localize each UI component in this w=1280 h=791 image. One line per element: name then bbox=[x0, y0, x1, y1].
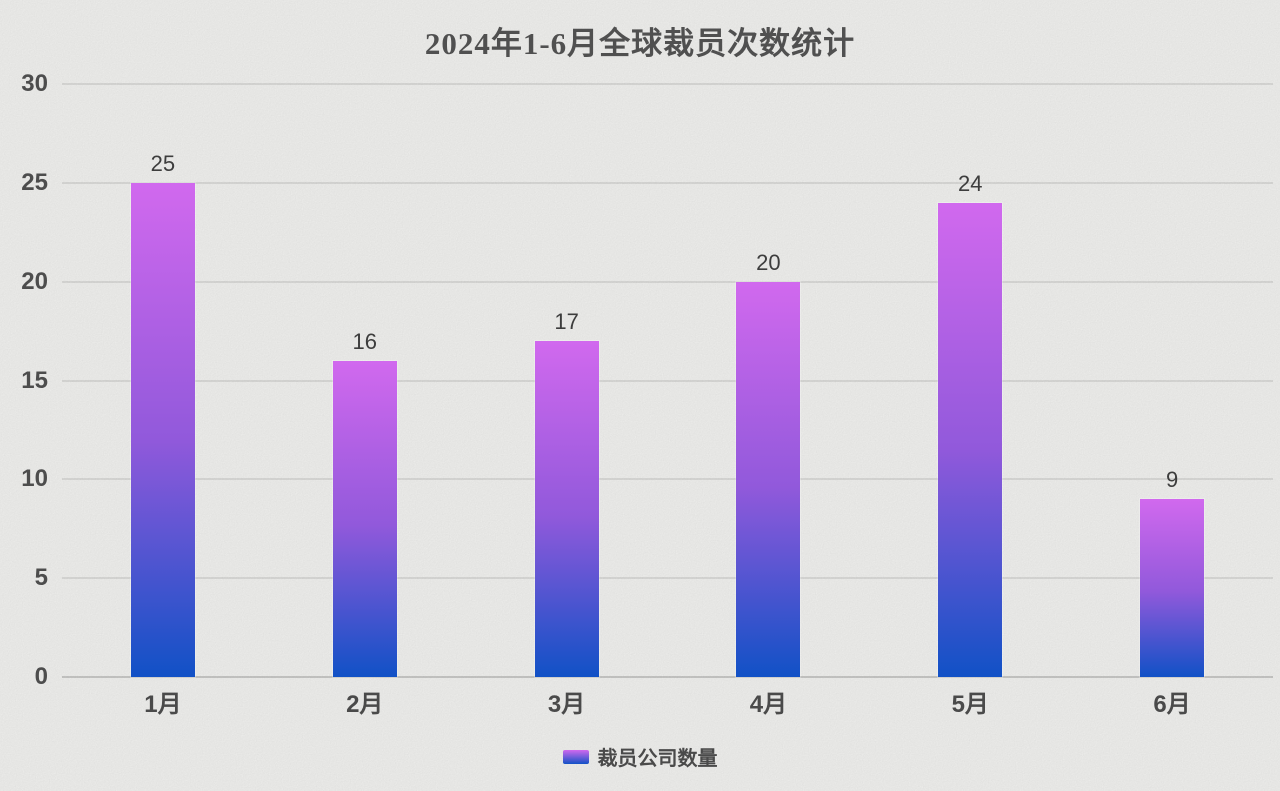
bar-value-label-4月: 20 bbox=[756, 249, 781, 275]
gridline-20 bbox=[62, 280, 1273, 283]
x-axis-label-3月: 3月 bbox=[547, 691, 586, 718]
x-axis-label-2月: 2月 bbox=[346, 691, 384, 718]
bar-value-label-5月: 24 bbox=[958, 170, 983, 196]
y-axis-tick-label-0: 0 bbox=[34, 663, 48, 690]
bar-3月[interactable] bbox=[534, 340, 599, 677]
bar-value-label-3月: 17 bbox=[554, 308, 579, 334]
x-axis-label-6月: 6月 bbox=[1153, 691, 1191, 718]
gridline-30 bbox=[62, 83, 1273, 85]
y-axis-tick-label-10: 10 bbox=[21, 465, 48, 493]
bar-5月[interactable] bbox=[938, 202, 1003, 677]
bar-4月[interactable] bbox=[736, 281, 801, 677]
bar-value-label-2月: 16 bbox=[352, 328, 377, 354]
gridline-25 bbox=[62, 181, 1273, 184]
legend-item[interactable]: 裁员公司数量 bbox=[0, 742, 1280, 771]
y-axis-tick-label-30: 30 bbox=[21, 70, 48, 97]
x-axis-label-5月: 5月 bbox=[951, 691, 989, 718]
chart-title: 2024年1-6月全球裁员次数统计 bbox=[424, 26, 856, 61]
x-axis-label-1月: 1月 bbox=[144, 691, 182, 718]
legend-label: 裁员公司数量 bbox=[597, 748, 718, 770]
bar-2月[interactable] bbox=[332, 360, 397, 677]
y-axis-tick-label-5: 5 bbox=[34, 564, 48, 592]
bar-6月[interactable] bbox=[1140, 499, 1205, 677]
gridline-10 bbox=[62, 478, 1273, 481]
y-axis-tick-label-25: 25 bbox=[21, 168, 48, 196]
gridline-5 bbox=[62, 577, 1273, 580]
bar-1月[interactable] bbox=[130, 182, 195, 677]
x-axis-label-4月: 4月 bbox=[749, 691, 788, 718]
y-axis-tick-label-20: 20 bbox=[21, 267, 48, 295]
bar-value-label-6月: 9 bbox=[1165, 467, 1179, 493]
bar-value-label-1月: 25 bbox=[150, 150, 176, 176]
gridline-0 bbox=[62, 676, 1273, 678]
legend-swatch bbox=[562, 749, 589, 764]
y-axis-tick-label-15: 15 bbox=[21, 366, 48, 394]
gridline-15 bbox=[62, 379, 1273, 382]
